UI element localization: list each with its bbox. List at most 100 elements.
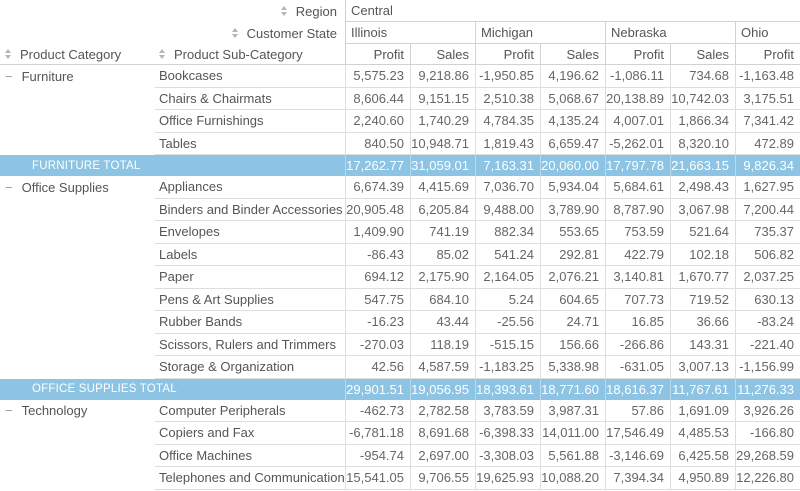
state-header-ohio[interactable]: Ohio [735,22,800,44]
value-cell: 1,627.95 [735,176,800,199]
table-row: Telephones and Communication 15,541.05 9,7… [0,467,800,490]
value-cell: 3,067.98 [670,198,735,221]
value-cell: 4,135.24 [540,110,605,133]
value-cell: 694.12 [345,266,410,289]
value-cell: 3,926.26 [735,399,800,422]
collapse-icon[interactable]: − [5,68,13,84]
value-cell: 2,510.38 [475,87,540,110]
measure-header-cell[interactable]: Profit [735,44,800,65]
measure-header-cell[interactable]: Sales [410,44,475,65]
total-value-cell: 21,663.15 [670,155,735,176]
value-cell: 1,740.29 [410,110,475,133]
value-cell: -462.73 [345,399,410,422]
measure-header-cell[interactable]: Sales [670,44,735,65]
value-cell: -1,950.85 [475,65,540,88]
total-row: FURNITURE TOTAL 17,262.77 31,059.01 7,163.3… [0,155,800,176]
value-cell: 4,415.69 [410,176,475,199]
value-cell: 9,488.00 [475,198,540,221]
state-header-nebraska[interactable]: Nebraska [605,22,735,44]
value-cell: 547.75 [345,288,410,311]
table-row: Rubber Bands -16.23 43.44 -25.56 24.71 16.85 3… [0,311,800,334]
total-value-cell: 17,797.78 [605,155,670,176]
sort-icon[interactable] [280,6,287,16]
category-cell [0,88,155,111]
category-cell [0,266,155,289]
value-cell: 1,691.09 [670,399,735,422]
value-cell: 2,697.00 [410,444,475,467]
subcategory-label: Copiers and Fax [155,422,345,445]
subcategory-label: Tables [155,133,345,155]
sort-icon[interactable] [159,49,165,59]
collapse-icon[interactable]: − [5,403,13,419]
measure-header-cell[interactable]: Sales [540,44,605,65]
measure-header-cell[interactable]: Profit [605,44,670,65]
value-cell: 4,196.62 [540,65,605,88]
state-header-michigan[interactable]: Michigan [475,22,605,44]
value-cell: 43.44 [410,311,475,334]
category-cell [0,445,155,468]
table-row: Pens & Art Supplies 547.75 684.10 5.24 604.6… [0,288,800,312]
value-cell: 9,218.86 [410,65,475,88]
category-cell: − Office Supplies [0,176,155,199]
value-cell: 4,950.89 [670,467,735,490]
value-cell: 2,164.05 [475,266,540,289]
total-value-cell: 19,056.95 [410,378,475,400]
region-field-label[interactable]: Region [295,3,337,19]
state-header-illinois[interactable]: Illinois [345,22,475,44]
value-cell: 2,037.25 [735,266,800,289]
subcategory-label: Chairs & Chairmats [155,88,345,110]
region-value-cell[interactable]: Central [345,0,800,22]
total-value-cell: 18,393.61 [475,378,540,400]
category-label: Furniture [21,68,74,84]
field-header-row: Product Category Product Sub-Category Pr… [0,44,800,65]
table-row: − Technology Computer Peripherals -462.73 2,… [0,399,800,423]
state-field-label[interactable]: Customer State [246,25,337,41]
value-cell: 1,819.43 [475,132,540,155]
category-cell [0,110,155,133]
value-cell: -270.03 [345,333,410,356]
value-cell: 19,625.93 [475,467,540,490]
measure-header-cell[interactable]: Profit [345,44,410,65]
value-cell: 6,674.39 [345,176,410,199]
value-cell: 472.89 [735,132,800,155]
table-row: Office Furnishings 2,240.60 1,740.29 4,784.… [0,110,800,133]
value-cell: 2,498.43 [670,176,735,199]
subcategory-field-label[interactable]: Product Sub-Category [174,46,303,62]
category-cell [0,221,155,244]
value-cell: 741.19 [410,221,475,244]
value-cell: 553.65 [540,221,605,244]
value-cell: -1,086.11 [605,65,670,88]
region-field-cell: Region [0,0,345,22]
value-cell: 5,684.61 [605,176,670,199]
sort-icon[interactable] [231,28,238,38]
total-value-cell: 18,616.37 [605,378,670,400]
category-cell: − Technology [0,400,155,423]
subcategory-label: Appliances [155,176,345,199]
table-row: Paper 694.12 2,175.90 2,164.05 2,076.21 3,140… [0,266,800,289]
value-cell: 2,782.58 [410,399,475,422]
value-cell: 24.71 [540,311,605,334]
value-cell: 4,485.53 [670,422,735,445]
value-cell: 10,742.03 [670,87,735,110]
subcategory-label: Paper [155,266,345,289]
category-field-label[interactable]: Product Category [20,46,122,62]
table-body: − Furniture Bookcases 5,575.23 9,218.86 -1,95… [0,65,800,490]
value-cell: 29,268.59 [735,444,800,467]
subcategory-label: Rubber Bands [155,311,345,334]
value-cell: -1,183.25 [475,356,540,379]
value-cell: 102.18 [670,243,735,266]
table-row: Scissors, Rulers and Trimmers -270.03 118.… [0,333,800,356]
value-cell: 3,987.31 [540,399,605,422]
sort-icon[interactable] [5,49,11,59]
measure-header-cell[interactable]: Profit [475,44,540,65]
value-cell: -515.15 [475,333,540,356]
value-cell: 5,934.04 [540,176,605,199]
value-cell: -1,163.48 [735,65,800,88]
subcategory-label: Envelopes [155,221,345,244]
collapse-icon[interactable]: − [5,179,13,195]
category-cell [0,289,155,312]
value-cell: 8,320.10 [670,132,735,155]
category-label: Technology [21,403,88,419]
state-field-cell: Customer State [0,22,345,44]
subcategory-label: Storage & Organization [155,356,345,379]
